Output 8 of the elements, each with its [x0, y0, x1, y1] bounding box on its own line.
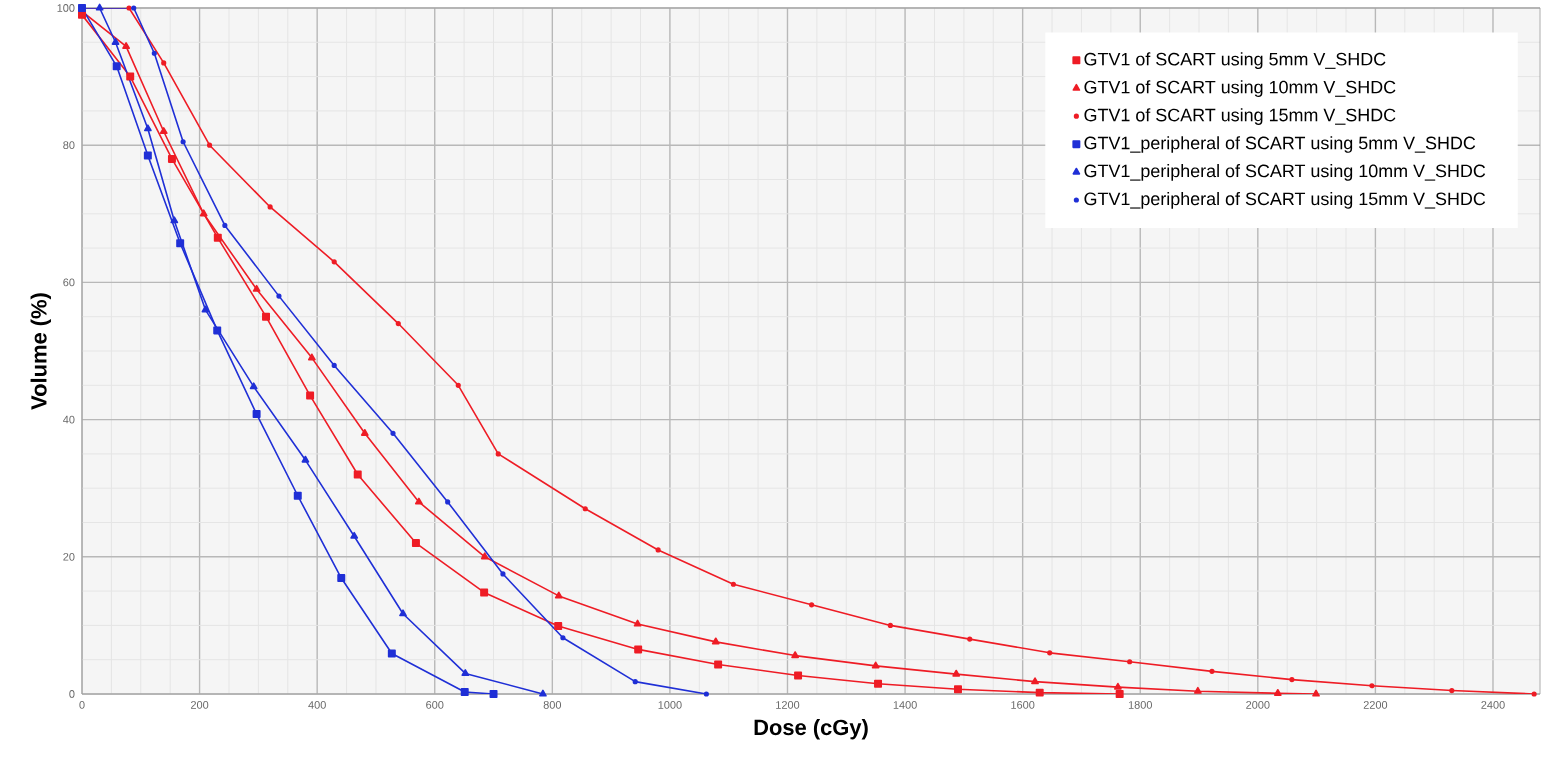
- legend-label: GTV1 of SCART using 10mm V_SHDC: [1084, 80, 1396, 97]
- legend-label: GTV1_peripheral of SCART using 5mm V_SHDC: [1084, 136, 1476, 153]
- legend-label: GTV1_peripheral of SCART using 10mm V_SHDC: [1084, 164, 1486, 181]
- legend-label: GTV1 of SCART using 5mm V_SHDC: [1084, 52, 1386, 70]
- legend-label: GTV1_peripheral of SCART using 15mm V_SHDC: [1084, 192, 1486, 209]
- legend-label: GTV1 of SCART using 15mm V_SHDC: [1084, 108, 1396, 125]
- x-axis-title: Dose (cGy): [754, 719, 868, 740]
- y-axis-title: Volume (%): [30, 293, 51, 410]
